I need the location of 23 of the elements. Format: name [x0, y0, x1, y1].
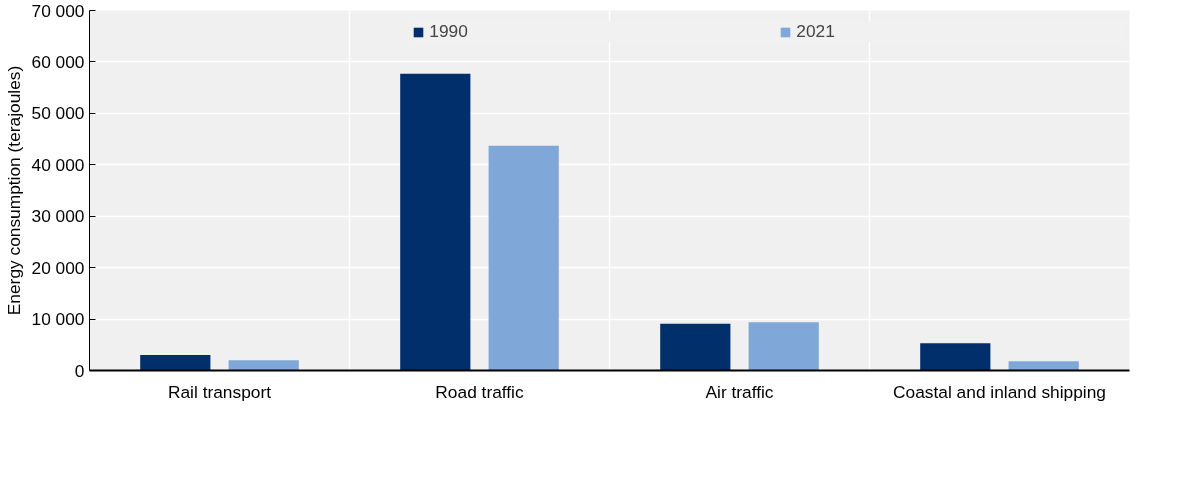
legend-label: 2021	[796, 21, 836, 42]
bar	[748, 322, 819, 371]
y-tick-label: 10 000	[31, 309, 85, 330]
y-tick-label: 50 000	[31, 103, 85, 124]
bar	[1008, 361, 1079, 371]
y-tick-label: 70 000	[31, 0, 85, 21]
y-tick-label: 40 000	[31, 154, 85, 175]
x-tick-label: Coastal and inland shipping	[893, 381, 1106, 402]
y-tick-label: 0	[74, 360, 85, 381]
x-tick-label: Air traffic	[705, 381, 774, 402]
y-tick-label: 20 000	[31, 257, 85, 278]
legend-label: 1990	[429, 21, 469, 42]
x-tick-label: Road traffic	[435, 381, 524, 402]
bar	[400, 73, 471, 371]
bar	[488, 145, 559, 371]
x-tick-label: Rail transport	[167, 381, 272, 402]
bar	[660, 323, 731, 371]
bar	[920, 343, 991, 371]
y-axis-title: Energy consumption (terajoules)	[3, 65, 24, 316]
bar	[228, 360, 299, 371]
y-tick-label: 60 000	[31, 51, 85, 72]
bar	[140, 355, 211, 371]
y-tick-label: 30 000	[31, 206, 85, 227]
